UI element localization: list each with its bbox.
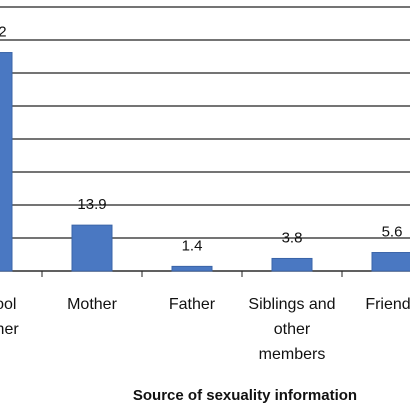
- value-label: 13.9: [77, 196, 106, 213]
- x-tick-label: members: [259, 346, 326, 363]
- value-label: 5.6: [382, 223, 403, 240]
- x-axis-title: Source of sexuality information: [133, 387, 357, 404]
- value-label: 3.8: [282, 229, 303, 246]
- x-tick-label: Mother: [67, 296, 117, 313]
- x-tick-label: Friends: [365, 296, 410, 313]
- bar: [71, 224, 113, 272]
- x-tick-label: Father: [169, 296, 216, 313]
- x-tick-label: teacher: [0, 321, 19, 338]
- x-tick-label: School: [0, 296, 16, 313]
- bar: [371, 252, 410, 272]
- x-tick-label: other: [274, 321, 311, 338]
- bar: [271, 257, 313, 272]
- bar: [0, 52, 13, 272]
- x-tick-label: Siblings and: [248, 296, 335, 313]
- bar: [171, 265, 213, 272]
- value-label: 1.4: [182, 237, 203, 254]
- value-label: 66.2: [0, 24, 7, 41]
